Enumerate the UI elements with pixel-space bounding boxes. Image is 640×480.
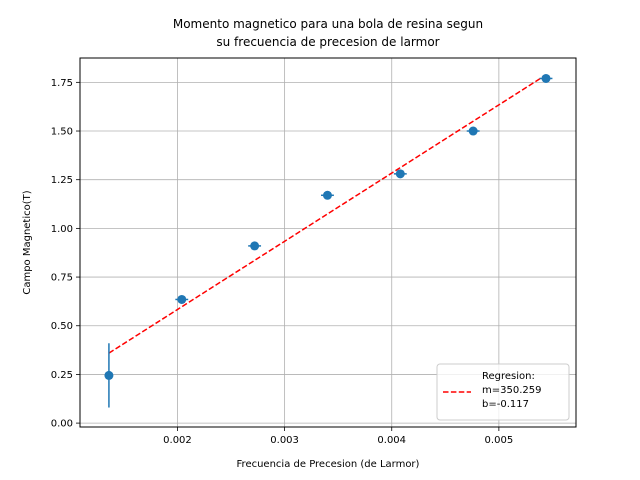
data-point [466, 126, 480, 136]
data-point [104, 343, 114, 408]
chart-title-line: Momento magnetico para una bola de resin… [173, 17, 483, 31]
y-tick-label: 0.00 [51, 419, 73, 430]
x-tick-label: 0.004 [377, 435, 406, 446]
x-tick-label: 0.002 [163, 435, 192, 446]
x-axis-label: Frecuencia de Precesion (de Larmor) [237, 459, 420, 470]
x-tick-label: 0.005 [485, 435, 514, 446]
x-tick-label: 0.003 [270, 435, 299, 446]
regression-group [108, 74, 547, 354]
y-tick-label: 1.75 [51, 78, 73, 89]
y-tick-label: 0.50 [51, 321, 73, 332]
legend: Regresion: m=350.259 b=-0.117 [436, 363, 570, 421]
data-point [175, 294, 189, 304]
point-marker [468, 126, 478, 136]
regression-line [108, 74, 547, 354]
legend-label-line: Regresion: [482, 371, 535, 382]
plot-frame [79, 57, 577, 428]
legend-label-line: b=-0.117 [482, 399, 529, 410]
data-point [539, 73, 553, 83]
point-marker [104, 370, 114, 380]
x-axis-ticks: 0.002 0.003 0.004 0.005 [163, 427, 513, 446]
y-tick-label: 1.00 [51, 224, 73, 235]
data-points [104, 73, 553, 408]
data-point [393, 169, 407, 179]
point-marker [250, 241, 260, 251]
y-tick-label: 1.25 [51, 175, 73, 186]
legend-label-line: m=350.259 [482, 385, 541, 396]
point-marker [322, 190, 332, 200]
data-point [321, 190, 334, 200]
y-tick-label: 0.25 [51, 370, 73, 381]
chart-title-line: su frecuencia de precesion de larmor [216, 35, 439, 49]
y-tick-label: 0.75 [51, 273, 73, 284]
y-axis-ticks: 0.00 0.25 0.50 0.75 1.00 1.25 1.50 1.75 [51, 78, 80, 430]
legend-box [436, 363, 570, 421]
point-marker [541, 73, 551, 83]
point-marker [395, 169, 405, 179]
point-marker [177, 294, 187, 304]
data-point [248, 241, 262, 251]
y-axis-label: Campo Magnetico(T) [22, 190, 33, 294]
y-tick-label: 1.50 [51, 127, 73, 138]
chart-title: Momento magnetico para una bola de resin… [173, 17, 483, 49]
